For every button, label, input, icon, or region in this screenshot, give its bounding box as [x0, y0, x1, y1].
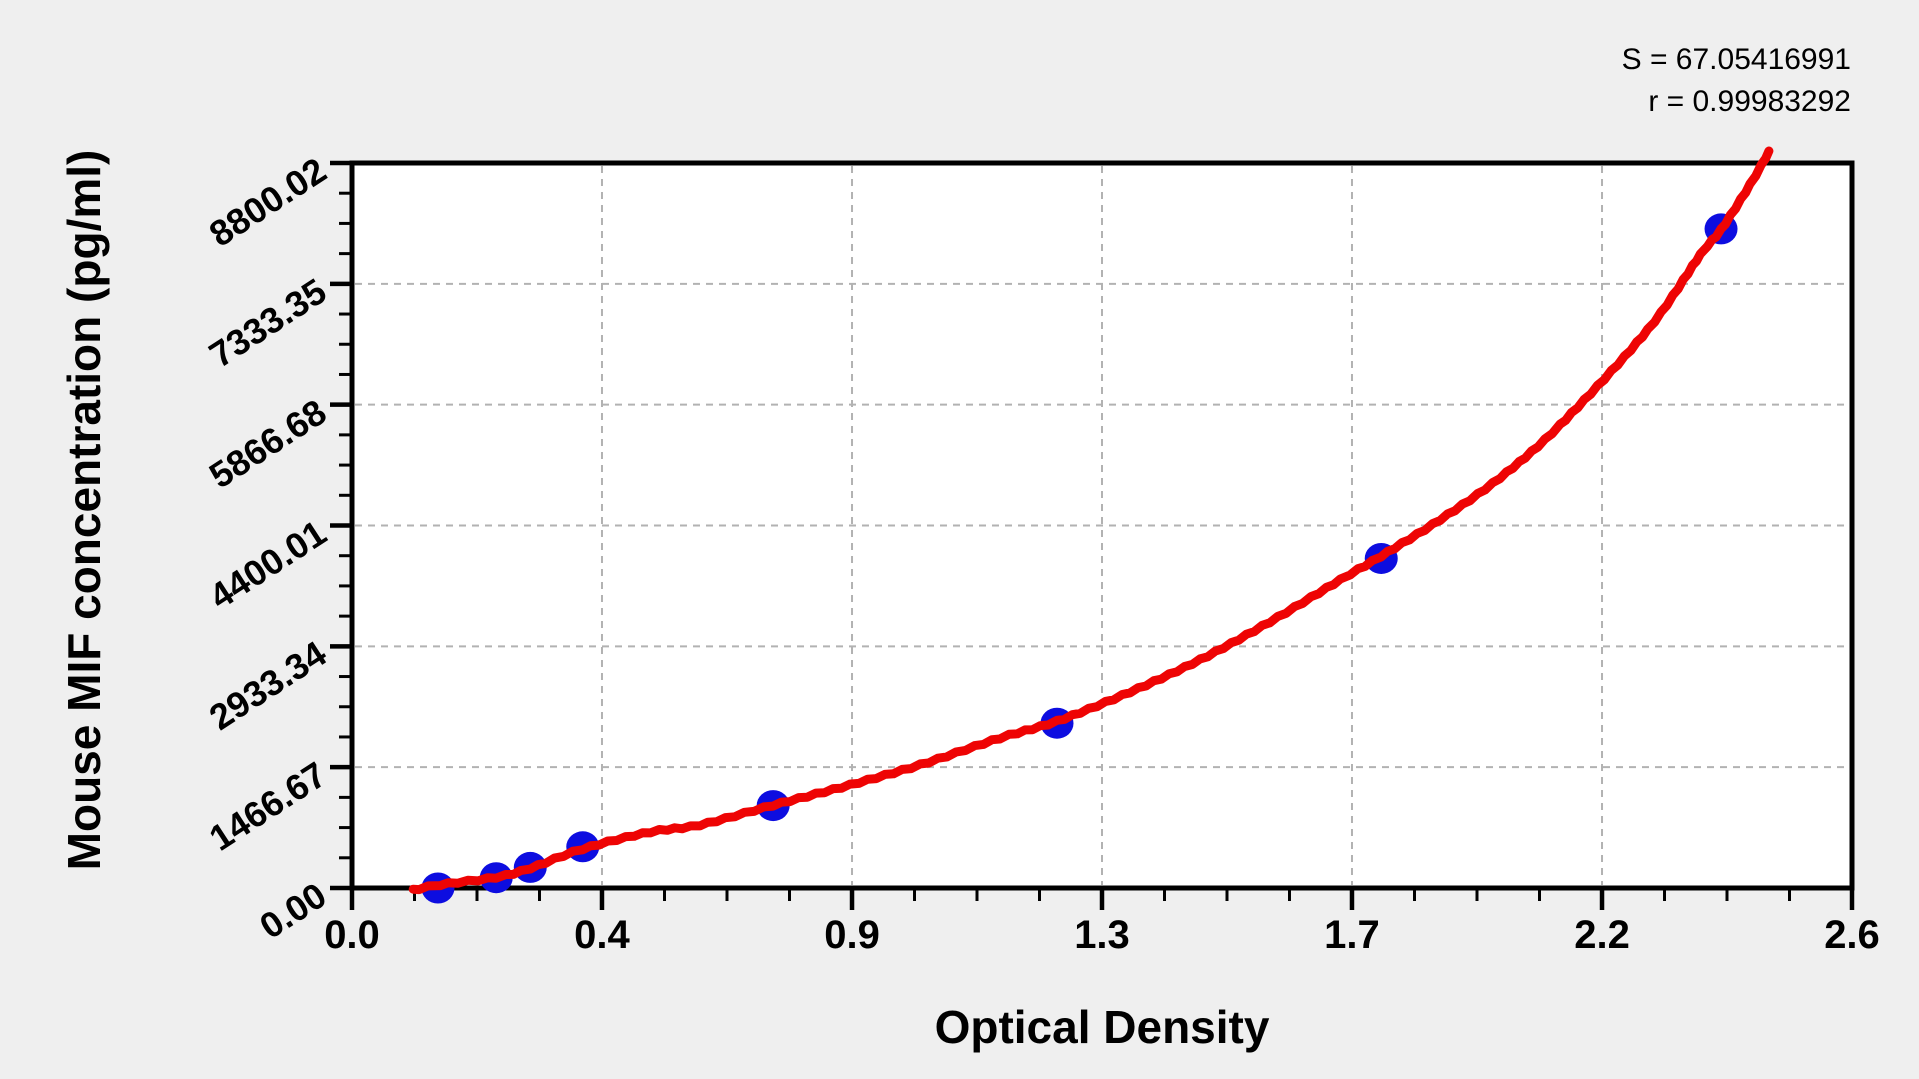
- x-tick-label: 0.9: [824, 913, 880, 957]
- x-axis-title: Optical Density: [935, 1001, 1270, 1053]
- x-tick-label: 1.3: [1074, 913, 1130, 957]
- grid-layer: [355, 166, 1849, 885]
- y-tick-label: 5866.68: [202, 391, 333, 496]
- x-tick-label: 2.6: [1824, 913, 1880, 957]
- x-tick-label: 2.2: [1574, 913, 1630, 957]
- y-tick-label: 8800.02: [202, 149, 333, 254]
- y-tick-label: 2933.34: [202, 633, 333, 738]
- r-value-annotation: r = 0.99983292: [1648, 85, 1851, 118]
- curve-layer: [408, 146, 1774, 895]
- y-tick-label: 7333.35: [202, 270, 333, 375]
- y-tick-label: 0.00: [252, 874, 333, 947]
- x-tick-label: 0.0: [324, 913, 380, 957]
- y-tick-label: 4400.01: [202, 512, 333, 617]
- y-tick-label: 1466.67: [202, 753, 333, 858]
- x-tick-label: 1.7: [1324, 913, 1380, 957]
- y-axis-title: Mouse MIF concentration (pg/ml): [58, 150, 110, 871]
- s-value-annotation: S = 67.05416991: [1622, 43, 1851, 76]
- x-tick-label: 0.4: [574, 913, 630, 957]
- fit-curve: [408, 146, 1774, 895]
